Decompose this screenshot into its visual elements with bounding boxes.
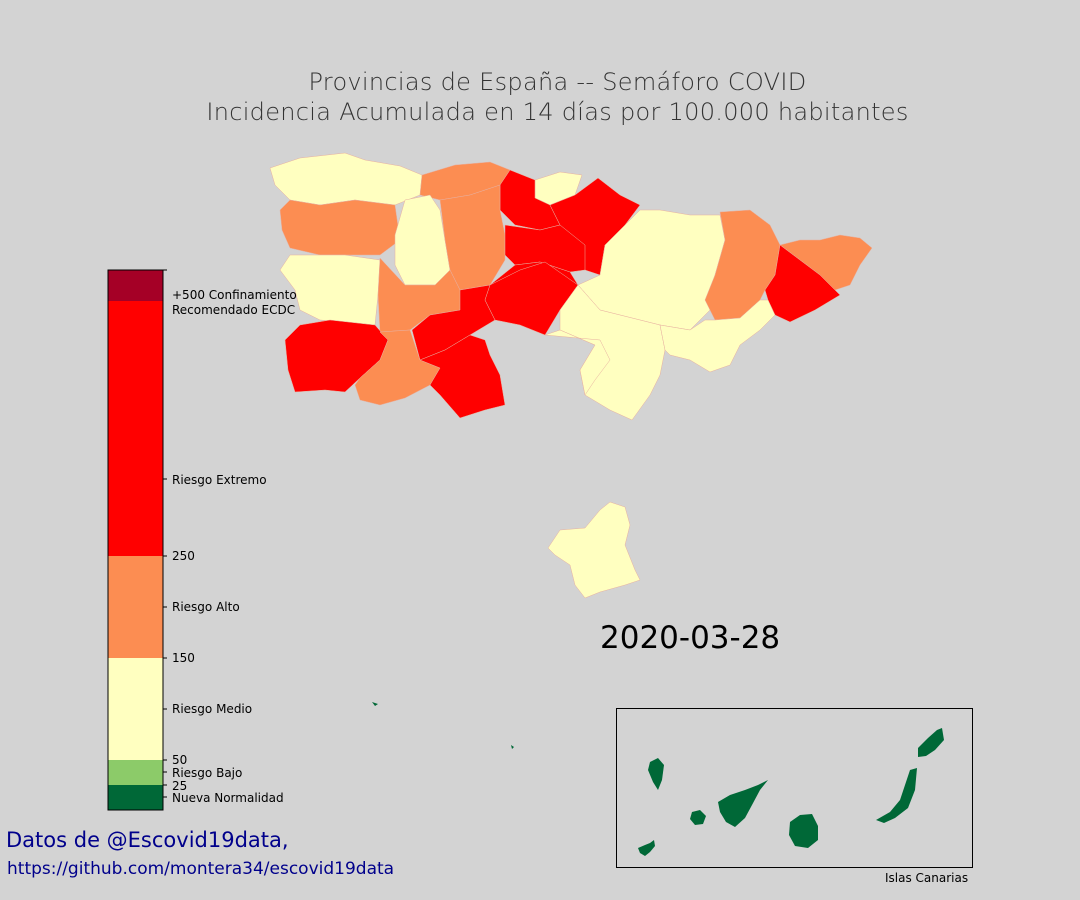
island-fuerteventura [876,768,917,823]
region-ceuta [372,702,378,706]
region-barcelona [764,244,841,323]
island-lanzarote [918,728,944,757]
date-label: 2020-03-28 [600,620,781,656]
canary-islands-inset [616,708,973,868]
colorbar-label-250: 250 [172,549,195,563]
colorbar-ticks [163,269,167,798]
region-melilla [511,745,514,749]
island-la-gomera [690,810,706,825]
region-tarragona [544,329,611,396]
colorbar-label-confinamiento: +500 Confinamiento [172,288,297,302]
data-credit: Datos de @Escovid19data, [6,828,289,852]
map-title-line1: Provincias de España -- Semáforo COVID [308,68,807,96]
peninsula-map [269,152,873,749]
map-title-line2: Incidencia Acumulada en 14 días por 100.… [206,98,909,126]
island-tenerife [718,780,768,827]
colorbar-label-ecdc: Recomendado ECDC [172,303,295,317]
colorbar-label-bajo: Riesgo Bajo [172,766,242,780]
colorbar-segment-nueva-normalidad [108,785,163,810]
colorbar-segment-riesgo-bajo [108,760,163,785]
colorbar-label-nueva-normalidad: Nueva Normalidad [172,791,284,805]
island-el-hierro [638,840,655,856]
colorbar-frame [107,269,164,811]
region-galicia-norte [269,152,423,206]
colorbar-segment-riesgo-extremo [108,301,163,556]
region-murcia [547,501,641,599]
region-galicia-sur [279,199,401,256]
region-la-rioja [504,224,586,273]
region-ciudad-real [419,334,506,419]
canary-islands-map [638,728,944,856]
colorbar-label-25: 25 [172,779,187,793]
colorbar-label-50: 50 [172,753,187,767]
colorbar-segment-riesgo-medio [108,658,163,760]
data-source-link[interactable]: https://github.com/montera34/escovid19da… [7,859,395,879]
colorbar-segment-confinamiento [108,270,163,301]
region-guadalajara [484,261,579,336]
colorbar-label-150: 150 [172,651,195,665]
colorbar-label-extremo: Riesgo Extremo [172,473,267,487]
colorbar-segment-riesgo-alto [108,556,163,658]
region-valencia [659,299,776,373]
colorbar: +500 Confinamiento Recomendado ECDC Ries… [107,269,297,811]
colorbar-label-medio: Riesgo Medio [172,702,252,716]
island-la-palma [648,758,664,790]
region-burgos [439,184,506,291]
island-gran-canaria [789,814,818,848]
colorbar-label-alto: Riesgo Alto [172,600,240,614]
canary-islands-label: Islas Canarias [885,871,969,885]
